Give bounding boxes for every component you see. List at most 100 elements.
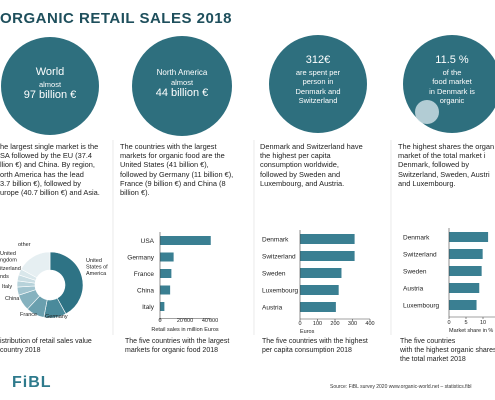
- category-label: USA: [141, 238, 155, 245]
- caption: The five countries with the largest marke…: [125, 338, 229, 356]
- slice-label: itzerland: [0, 266, 21, 272]
- paragraph: Denmark and Switzerland have the highest …: [260, 142, 363, 188]
- paragraph-line: orth America has the lead: [0, 169, 84, 179]
- circle-text: North America almost 44 billion €: [132, 68, 232, 101]
- bar: [300, 251, 355, 261]
- category-label: Sweden: [403, 268, 427, 275]
- tick-label: 200: [330, 321, 339, 327]
- slice-label: nds: [0, 274, 9, 280]
- tick-label: 10: [480, 320, 486, 326]
- tick-label: 5: [464, 320, 467, 326]
- tick-label: 40'000: [202, 318, 218, 324]
- circle-line: food market: [432, 77, 472, 87]
- tick-label: 20'000: [177, 318, 193, 324]
- bar: [160, 269, 172, 278]
- paragraph-line: the highest per capita: [260, 151, 331, 161]
- circle-line: North America: [156, 68, 208, 77]
- tick-label: 0: [158, 318, 161, 324]
- paragraph-line: The highest shares the organ: [398, 142, 495, 151]
- paragraph: he largest single market is the SA follow…: [0, 142, 100, 197]
- circle-text: World almost 97 billion €: [1, 66, 99, 103]
- slice-label: Germany: [45, 314, 68, 320]
- bar: [300, 268, 342, 278]
- paragraph-line: llion €) and China. By region,: [0, 160, 95, 170]
- paragraph-line: billion €).: [120, 188, 150, 198]
- circle: [132, 36, 232, 136]
- category-label: Austria: [403, 285, 424, 292]
- paragraph-line: consumption worldwide,: [260, 160, 339, 170]
- paragraph: The highest shares the organ market of th…: [398, 142, 494, 188]
- paragraph-line: The countries with the largest: [120, 142, 217, 151]
- paragraph-line: and Luxembourg.: [398, 178, 456, 188]
- axis-title: Euros: [300, 329, 315, 335]
- paragraph-line: Switzerland, Sweden, Austri: [398, 169, 490, 179]
- paragraph-line: followed by Sweden and: [260, 169, 341, 179]
- category-label: Denmark: [262, 236, 289, 243]
- circle-line: Denmark and: [295, 86, 341, 96]
- paragraph-line: urope (40.7 billion €) and Asia.: [0, 188, 100, 198]
- bar: [300, 234, 355, 244]
- circle-line: 97 billion €: [23, 89, 77, 102]
- paragraph-line: he largest single market is the: [0, 142, 99, 151]
- paragraph-line: 3.7 billion €), followed by: [0, 178, 81, 188]
- circle-line: 11.5 %: [435, 54, 469, 66]
- circle-line: of the: [442, 67, 462, 77]
- paragraph-line: Luxembourg, and Austria.: [260, 178, 345, 188]
- paragraph-line: market of the total market i: [398, 151, 486, 161]
- bar: [449, 300, 477, 310]
- circle-line: almost: [38, 79, 62, 89]
- axis-title: Market share in %: [449, 328, 493, 334]
- bar: [160, 302, 165, 311]
- circle-line: 312€: [305, 54, 331, 66]
- bar: [300, 285, 339, 295]
- tick-label: 0: [447, 320, 450, 326]
- circle-text: 11.5 % of the food market in Denmark is …: [403, 54, 495, 105]
- paragraph-line: followed by Germany (11 billion €),: [120, 169, 234, 179]
- category-label: Switzerland: [262, 253, 296, 260]
- paragraph-line: Denmark and Switzerland have: [260, 142, 363, 151]
- slice-label: China: [5, 296, 20, 302]
- caption-line: with the highest organic shares of: [400, 346, 495, 354]
- category-label: Austria: [262, 304, 283, 311]
- category-label: Luxembourg: [262, 287, 299, 294]
- circle-line: almost: [170, 78, 194, 87]
- tick-label: 300: [348, 321, 357, 327]
- paragraph-line: SA followed by the EU (37.4: [0, 151, 93, 161]
- bar: [449, 232, 489, 242]
- circle: [269, 35, 367, 133]
- category-label: Denmark: [403, 234, 430, 241]
- caption-line: istribution of retail sales value: [0, 338, 92, 345]
- bar: [160, 252, 174, 262]
- caption-line: The five countries with the largest: [125, 338, 230, 345]
- category-label: Luxembourg: [403, 302, 440, 309]
- slice-label: Italy: [2, 284, 12, 290]
- caption-line: per capita consumption 2018: [262, 346, 352, 354]
- circle-line: organic: [439, 95, 465, 105]
- slice-label: United ngdom: [0, 251, 17, 264]
- category-label: Sweden: [262, 270, 286, 277]
- circle-line: World: [35, 66, 65, 78]
- circle-line: are spent per: [295, 67, 341, 77]
- paragraph-line: Denmark, followed by: [398, 160, 470, 170]
- caption-line: markets for organic food 2018: [125, 346, 218, 354]
- circle-text: 312€ are spent per person in Denmark and…: [269, 54, 367, 105]
- paragraph-line: France (9 billion €) and China (8: [120, 178, 226, 188]
- title: ORGANIC RETAIL SALES 2018: [0, 10, 232, 27]
- category-label: Italy: [142, 304, 155, 311]
- caption-line: country 2018: [0, 346, 41, 354]
- bar: [449, 283, 480, 293]
- caption: The five countries with the highest organ…: [400, 338, 495, 364]
- slice-label: other: [18, 242, 31, 248]
- logo: FiBL: [12, 374, 52, 391]
- paragraph-line: markets for organic food are the: [120, 151, 225, 161]
- circle-line: 44 billion €: [155, 87, 209, 100]
- paragraph: The countries with the largest markets fo…: [120, 142, 233, 197]
- slice-label: United States of America: [86, 258, 108, 277]
- tick-label: 100: [313, 321, 322, 327]
- category-label: France: [134, 271, 155, 278]
- caption-line: The five countries with the highest: [262, 338, 368, 345]
- category-label: Germany: [127, 254, 154, 261]
- bar: [160, 236, 211, 245]
- circle-line: Switzerland: [298, 95, 338, 105]
